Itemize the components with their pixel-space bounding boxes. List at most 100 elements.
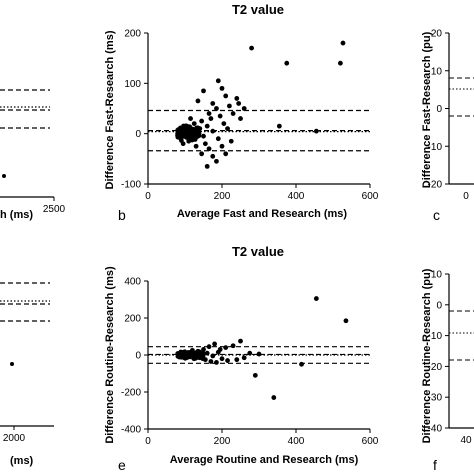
b-data-point [228, 138, 234, 144]
b-data-point [180, 141, 186, 147]
e-cluster-point [182, 354, 188, 360]
e-data-point [343, 318, 349, 324]
b-data-point [227, 103, 232, 109]
e-data-point [215, 349, 221, 355]
b-data-point [206, 111, 212, 116]
b-y-tick-label: -100 [121, 180, 141, 191]
left-top-x-label: h (ms) [0, 209, 33, 221]
b-data-point [238, 116, 243, 121]
e-data-point [271, 395, 277, 400]
e-data-point [208, 359, 214, 364]
b-data-point [223, 151, 229, 157]
panel-b-title: T2 value [232, 2, 284, 17]
e-data-point [210, 353, 216, 359]
panel-c-letter: c [433, 207, 440, 223]
panel-left-top-partial: 2500 h (ms) [0, 89, 66, 221]
b-data-point [195, 131, 201, 137]
b-cluster-point [189, 130, 195, 136]
b-data-point [217, 113, 223, 119]
e-data-point [212, 341, 218, 347]
e-data-point [214, 360, 219, 365]
b-data-point [197, 126, 203, 132]
b-data-point [184, 123, 190, 129]
b-data-point [201, 88, 206, 94]
b-data-point [182, 133, 188, 139]
left-bottom-point [10, 362, 14, 366]
b-y-tick-label: 0 [135, 129, 141, 140]
b-data-point [210, 128, 216, 134]
panel-e: T2 value 0 200 400 600 -400 -200 0 200 400 Aver… [104, 244, 379, 473]
e-data-point [186, 350, 192, 356]
b-data-point [206, 146, 212, 152]
e-data-point [299, 361, 304, 367]
b-data-point [225, 126, 230, 132]
panel-b-letter: b [118, 207, 126, 223]
b-data-point [178, 128, 184, 134]
f-yticks-tick-label: -30 [428, 393, 443, 404]
c-yticks-tick-label: 0 [436, 104, 442, 115]
e-x-tick-label: 0 [145, 436, 151, 447]
b-data-point [199, 151, 205, 157]
e-y-tick-label: 200 [124, 314, 141, 325]
b-data-point [230, 111, 236, 116]
left-top-point [2, 174, 6, 178]
f-yticks-tick-label: 0 [436, 300, 442, 311]
b-data-point [215, 78, 221, 84]
b-data-point [193, 143, 199, 149]
b-data-point [313, 128, 319, 134]
e-y-tick-label: -400 [121, 425, 141, 436]
left-top-x-tick-label: 2500 [43, 204, 66, 215]
f-yticks-tick-label: -20 [428, 362, 443, 373]
panel-f-partial: 10 0 -10 -20 -30 -40 40 Difference Routine-Re… [421, 268, 474, 473]
panel-b: T2 value 0 200 400 600 -100 0 100 200 Average … [104, 2, 379, 223]
e-data-point [219, 356, 225, 362]
c-yticks-tick-label: 10 [431, 66, 443, 77]
f-yticks-tick-label: 10 [431, 270, 443, 281]
e-x-tick-label: 200 [214, 436, 231, 447]
c-yticks-tick-label: 20 [431, 29, 443, 40]
e-data-point [223, 345, 229, 350]
b-data-point [215, 136, 221, 142]
b-data-point [199, 118, 205, 124]
e-data-point [256, 351, 262, 357]
e-y-tick-label: 400 [124, 277, 141, 288]
b-x-tick-label: 0 [145, 191, 151, 202]
b-data-point [202, 141, 208, 147]
e-data-point [247, 350, 253, 356]
e-data-point [190, 347, 195, 353]
b-data-point [276, 123, 282, 129]
panel-e-letter: e [118, 457, 126, 473]
e-data-point [204, 350, 210, 356]
panel-f-letter: f [433, 457, 437, 473]
panel-b-x-label: Average Fast and Research (ms) [177, 208, 347, 220]
panel-e-title: T2 value [232, 244, 284, 259]
b-data-point [186, 138, 192, 144]
e-x-tick-label: 400 [288, 436, 305, 447]
b-data-point [191, 121, 197, 126]
f-yticks-tick-label: -10 [428, 331, 443, 342]
e-data-point [206, 344, 212, 350]
b-data-point [338, 60, 343, 66]
b-x-tick-label: 600 [362, 191, 379, 202]
b-x-tick-label: 200 [214, 191, 231, 202]
left-bottom-x-label: (ms) [10, 455, 34, 467]
panel-c-partial: 20 10 0 -10 -20 0 Difference Fast-Research (… [421, 29, 474, 223]
b-data-point [175, 131, 181, 137]
e-data-point [241, 355, 247, 361]
e-data-point [234, 357, 240, 363]
b-data-point [284, 60, 290, 66]
b-data-point [234, 96, 240, 101]
b-data-point [195, 98, 201, 104]
b-data-point [219, 85, 225, 91]
panel-e-y-label: Difference Routine-Research (ms) [104, 266, 116, 444]
b-data-point [190, 136, 195, 142]
b-data-point [340, 40, 346, 46]
b-data-point [236, 101, 242, 106]
e-data-point [201, 347, 206, 352]
b-data-point [210, 153, 216, 159]
b-y-tick-label: 200 [124, 29, 141, 40]
e-data-point [191, 356, 197, 362]
panel-c-y-label: Difference Fast-Research (pu) [421, 31, 433, 188]
b-data-point [219, 143, 225, 149]
b-y-tick-label: 100 [124, 79, 141, 90]
